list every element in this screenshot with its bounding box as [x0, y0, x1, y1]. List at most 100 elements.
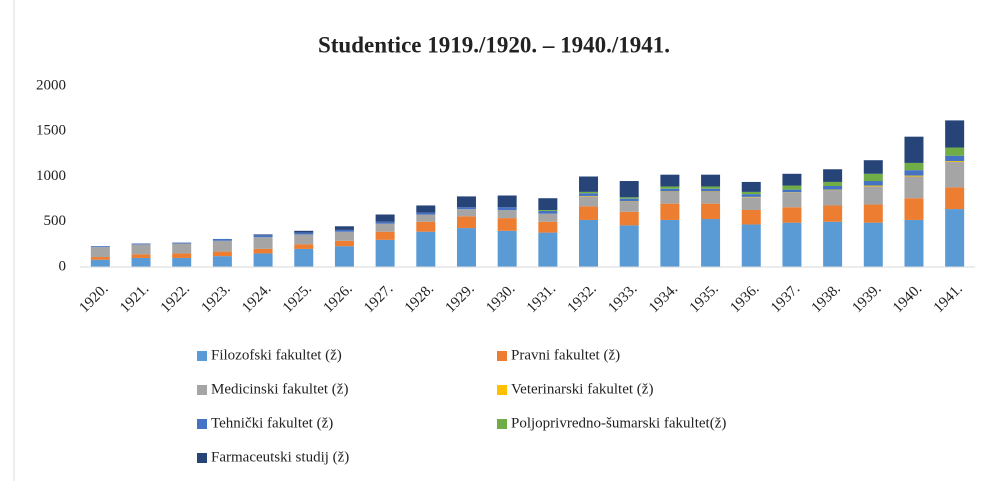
bar-segment	[212, 240, 232, 252]
x-tick-label: 1929.	[443, 281, 478, 316]
x-tick-label: 1927.	[361, 281, 396, 316]
bar-segment	[375, 214, 395, 222]
bar-segment	[823, 190, 843, 206]
bar-segment	[863, 173, 883, 182]
bar-segment	[253, 234, 273, 236]
bar-segment	[945, 209, 965, 267]
bar-segment	[131, 254, 151, 258]
bar-segment	[863, 186, 883, 205]
x-tick-label: 1937.	[768, 281, 803, 316]
bar-segment	[904, 219, 924, 267]
x-tick-label: 1932.	[565, 281, 600, 316]
bar-segment	[741, 194, 761, 197]
legend-label: Medicinski fakultet (ž)	[211, 381, 348, 397]
legend-swatch	[497, 385, 507, 395]
bar-segment	[538, 198, 558, 210]
bar-segment	[904, 176, 924, 199]
bar-segment	[945, 187, 965, 210]
x-tick-label: 1923.	[198, 281, 233, 316]
bar-segment	[375, 223, 395, 232]
bar-segment	[579, 196, 599, 207]
bar-segment	[660, 219, 680, 267]
bar-segment	[945, 155, 965, 162]
bar-segment	[579, 206, 599, 220]
x-tick-label: 1935.	[687, 281, 722, 316]
bar-segment	[90, 247, 110, 258]
bar-segment	[945, 120, 965, 148]
bar-segment	[660, 174, 680, 187]
bar-segment	[416, 212, 436, 215]
bar-segment	[253, 253, 273, 267]
bar-segment	[212, 256, 232, 267]
bar-segment	[904, 170, 924, 176]
bar-segment	[945, 147, 965, 156]
bar-segment	[782, 222, 802, 267]
x-tick-label: 1926.	[321, 281, 356, 316]
bar-segment	[863, 204, 883, 223]
bar-segment	[619, 197, 639, 199]
bar-segment	[660, 188, 680, 192]
bar-segment	[823, 205, 843, 222]
x-tick-label: 1928.	[402, 281, 437, 316]
bar-segment	[579, 219, 599, 267]
bar-segment	[294, 244, 314, 249]
y-tick-label: 0	[59, 258, 67, 274]
bar-segment	[782, 207, 802, 223]
legend-label: Poljoprivredno-šumarski fakultet(ž)	[511, 415, 726, 431]
legend-label: Pravni fakultet (ž)	[511, 347, 620, 363]
bar-segment	[456, 228, 476, 267]
legend-label: Tehnički fakultet (ž)	[211, 415, 333, 431]
bar-segment	[701, 219, 721, 267]
bar-segment	[945, 161, 965, 163]
bar-segment	[619, 201, 639, 212]
bar-segment	[660, 191, 680, 204]
x-tick-label: 1920.	[76, 281, 111, 316]
bar-segment	[660, 186, 680, 189]
legend-swatch	[197, 453, 207, 463]
bar-segment	[375, 221, 395, 224]
bar-segment	[497, 218, 517, 231]
bar-segment	[538, 221, 558, 233]
bar-segment	[253, 237, 273, 249]
bar-segment	[904, 198, 924, 220]
bar-segment	[782, 189, 802, 193]
x-tick-label: 1936.	[727, 281, 762, 316]
chart-title: Studentice 1919./1920. – 1940./1941.	[318, 32, 670, 57]
bar-segment	[619, 225, 639, 267]
bar-segment	[456, 196, 476, 208]
bar-segment	[253, 235, 273, 238]
bar-segment	[538, 209, 558, 211]
bar-segment	[538, 232, 558, 267]
bar-segment	[579, 191, 599, 194]
bar-segment	[497, 230, 517, 267]
bar-segment	[823, 169, 843, 182]
y-tick-label: 1000	[36, 168, 66, 184]
bar-segment	[416, 214, 436, 222]
bar-segment	[212, 251, 232, 257]
legend-swatch	[197, 419, 207, 429]
y-tick-label: 1500	[36, 123, 66, 139]
bar-segment	[660, 203, 680, 220]
bar-segment	[375, 239, 395, 267]
bar-segment	[782, 185, 802, 190]
bar-segment	[863, 160, 883, 174]
legend-swatch	[497, 419, 507, 429]
bar-segment	[904, 162, 924, 171]
bar-segment	[334, 240, 354, 247]
bar-segment	[701, 188, 721, 192]
bar-segment	[497, 195, 517, 208]
bar-segment	[863, 222, 883, 267]
bar-segment	[619, 198, 639, 202]
bar-segment	[619, 181, 639, 198]
legend-swatch	[197, 385, 207, 395]
bar-segment	[538, 210, 558, 214]
x-tick-label: 1939.	[849, 281, 884, 316]
x-tick-label: 1921.	[117, 281, 152, 316]
bar-segment	[90, 259, 110, 267]
legend-label: Filozofski fakultet (ž)	[211, 347, 342, 363]
bar-segment	[497, 207, 517, 210]
bar-segment	[579, 193, 599, 196]
legend-swatch	[197, 351, 207, 361]
bar-segment	[90, 246, 110, 248]
